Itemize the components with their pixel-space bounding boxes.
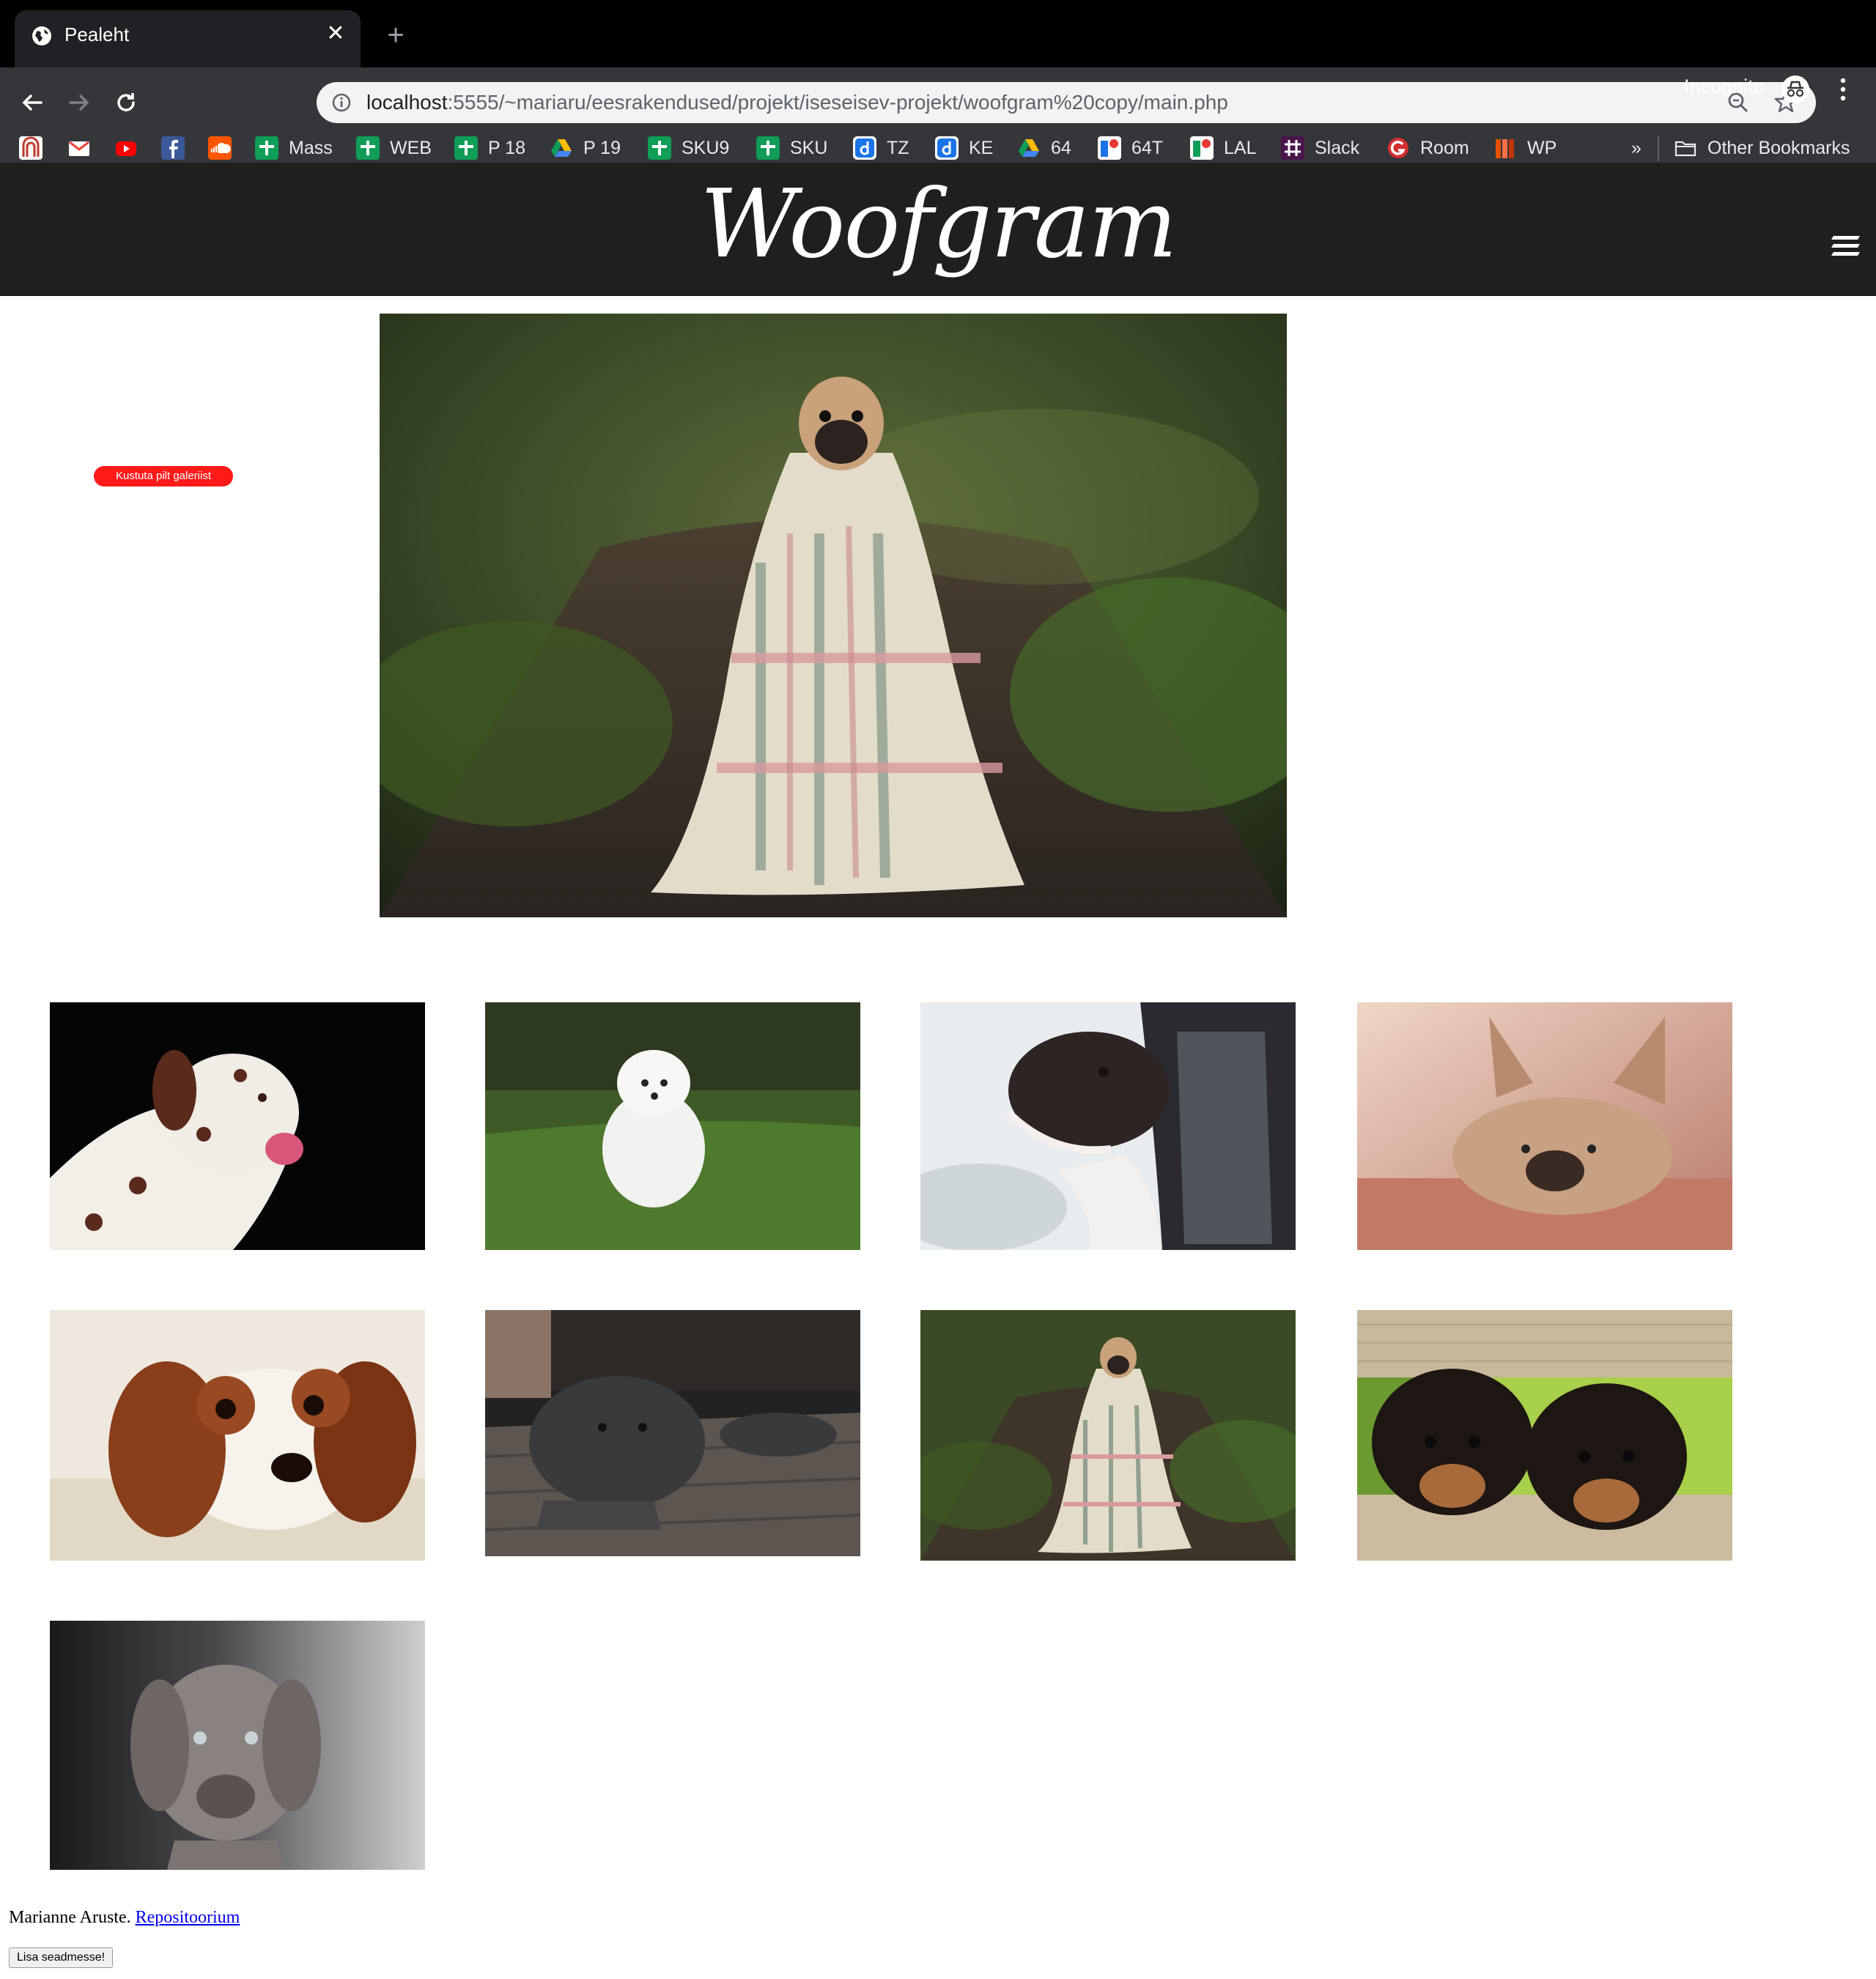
close-tab-icon[interactable]: ✕ (326, 21, 345, 45)
bookmark-label: 64T (1131, 137, 1164, 158)
bookmark-ke[interactable]: KE (935, 133, 993, 163)
bookmark-p19[interactable]: P 19 (550, 133, 621, 163)
featured-image[interactable] (380, 314, 1287, 917)
url-host: localhost (366, 91, 448, 114)
bookmark-arch[interactable] (19, 133, 53, 163)
footer: Marianne Aruste. Repositoorium (9, 1908, 240, 1928)
bookmark-sku9[interactable]: SKU9 (648, 133, 729, 163)
bookmarks-bar: Mass WEB P 18 P 19 SKU9 SKU TZ KE (0, 120, 1876, 176)
more-bookmarks-label: » (1631, 137, 1642, 158)
soundcloud-icon (208, 136, 232, 160)
bookmark-label: P 19 (583, 137, 621, 158)
new-tab-button[interactable]: + (387, 19, 405, 51)
bookmark-mass[interactable]: Mass (255, 133, 333, 163)
bookmark-label: WEB (390, 137, 432, 158)
hamburger-menu-icon[interactable] (1829, 233, 1861, 259)
gallery-image[interactable] (1357, 1002, 1732, 1250)
gallery-image[interactable] (920, 1310, 1296, 1561)
bookmark-label: TZ (887, 137, 909, 158)
gallery-image[interactable] (920, 1002, 1296, 1250)
slack-icon (1281, 136, 1304, 160)
zoom-icon[interactable] (1727, 91, 1750, 114)
folder-icon (1674, 141, 1696, 157)
g-icon (1388, 138, 1408, 158)
plus-icon (255, 136, 278, 160)
bookmark-64[interactable]: 64 (1017, 133, 1071, 163)
back-icon[interactable] (16, 86, 48, 119)
bookmark-label: 64 (1051, 137, 1071, 158)
wp-icon (1496, 139, 1514, 158)
browser-tab[interactable]: Pealeht ✕ (15, 10, 361, 67)
plus-icon (648, 136, 671, 160)
address-bar[interactable]: localhost:5555/~mariaru/eesrakendused/pr… (317, 82, 1816, 123)
flag-icon (1098, 136, 1121, 160)
drive-icon (551, 139, 572, 157)
reload-icon[interactable] (110, 86, 142, 119)
bookmark-p18[interactable]: P 18 (454, 133, 525, 163)
tab-title: Pealeht (64, 23, 130, 45)
bookmark-sku[interactable]: SKU (756, 133, 827, 163)
bookmark-facebook[interactable] (161, 133, 195, 163)
arch-icon (19, 136, 43, 160)
info-icon[interactable] (331, 92, 352, 113)
bookmark-tz[interactable]: TZ (853, 133, 909, 163)
bookmark-label: Mass (289, 137, 333, 158)
drive-icon (1019, 139, 1039, 157)
gallery-image[interactable] (485, 1002, 860, 1250)
tab-strip: Pealeht ✕ + (0, 0, 1876, 67)
url-text: localhost:5555/~mariaru/eesrakendused/pr… (366, 91, 1228, 114)
bookmark-label: SKU (790, 137, 828, 158)
bookmark-soundcloud[interactable] (208, 133, 242, 163)
bookmark-label: Room (1420, 137, 1469, 158)
flag-icon (1190, 136, 1214, 160)
bookmark-web[interactable]: WEB (356, 133, 432, 163)
facebook-icon (161, 136, 185, 160)
gallery-image[interactable] (50, 1002, 425, 1250)
youtube-icon (116, 141, 136, 156)
bookmark-label: P 18 (488, 137, 525, 158)
gallery-image[interactable] (50, 1621, 425, 1870)
browser-toolbar: localhost:5555/~mariaru/eesrakendused/pr… (0, 67, 1876, 176)
site-header: Woofgram (0, 163, 1876, 296)
plus-icon (756, 136, 780, 160)
forward-icon[interactable] (63, 86, 95, 119)
bookmark-wp[interactable]: WP (1493, 133, 1556, 163)
bookmark-slack[interactable]: Slack (1281, 133, 1359, 163)
repository-link[interactable]: Repositoorium (135, 1908, 240, 1927)
bookmark-label: WP (1527, 137, 1557, 158)
bookmark-lal[interactable]: LAL (1190, 133, 1256, 163)
bookmark-label: SKU9 (682, 137, 730, 158)
bookmark-youtube[interactable] (114, 133, 148, 163)
globe-icon (32, 26, 51, 45)
bookmark-label: LAL (1224, 137, 1257, 158)
d-icon (935, 136, 959, 160)
incognito-label: Incognito (1684, 75, 1765, 97)
other-bookmarks-label: Other Bookmarks (1707, 137, 1850, 158)
plus-icon (356, 136, 380, 160)
d-icon (853, 136, 876, 160)
gallery-image[interactable] (485, 1310, 860, 1556)
incognito-icon[interactable] (1781, 75, 1810, 104)
plus-icon (454, 136, 478, 160)
footer-author: Marianne Aruste. (9, 1908, 131, 1927)
gallery-image[interactable] (1357, 1310, 1732, 1561)
bookmark-label: Slack (1315, 137, 1360, 158)
bookmark-room[interactable]: Room (1386, 133, 1469, 163)
url-path: :5555/~mariaru/eesrakendused/projekt/ise… (447, 91, 1228, 114)
menu-dots-icon[interactable] (1832, 75, 1854, 104)
bookmark-gmail[interactable] (67, 133, 101, 163)
gmail-icon (69, 141, 89, 156)
delete-image-button[interactable]: Kustuta pilt galeriist (94, 466, 233, 487)
gallery-image[interactable] (50, 1310, 425, 1561)
more-bookmarks-button[interactable]: » (1631, 133, 1642, 163)
bookmark-64t[interactable]: 64T (1098, 133, 1163, 163)
site-logo[interactable]: Woofgram (700, 170, 1177, 279)
bookmarks-divider (1658, 136, 1659, 161)
install-button[interactable]: Lisa seadmesse! (9, 1947, 114, 1968)
bookmark-label: KE (969, 137, 994, 158)
other-bookmarks-button[interactable]: Other Bookmarks (1674, 133, 1850, 163)
